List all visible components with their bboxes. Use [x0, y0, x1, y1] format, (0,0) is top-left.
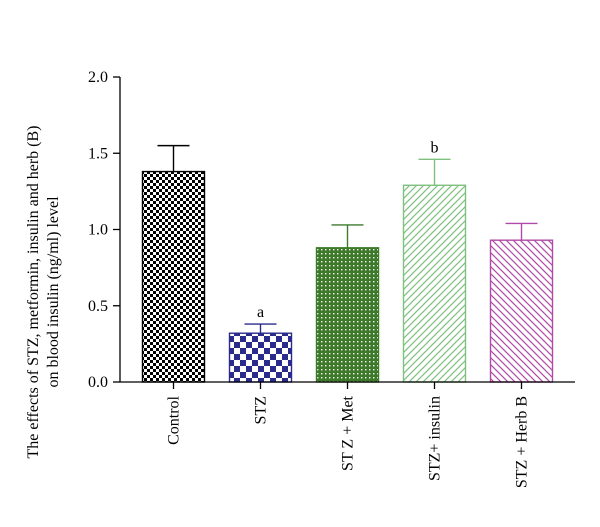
y-axis-label-line-1: The effects of STZ, metformin, insulin a… — [25, 126, 42, 459]
bar-group: b — [402, 139, 467, 383]
y-tick-label: 0.0 — [88, 374, 108, 391]
x-tick-label: ST Z + Met — [340, 395, 357, 471]
x-tick-label: Control — [166, 395, 183, 444]
x-tick-label: STZ + Herb B — [514, 396, 531, 488]
bar — [402, 184, 467, 383]
y-tick-label: 1.0 — [88, 222, 108, 239]
x-tick-label: STZ — [253, 396, 270, 424]
y-tick-label: 1.5 — [88, 145, 108, 162]
bar-group — [141, 144, 206, 383]
bar-group — [315, 224, 380, 383]
y-axis-label: The effects of STZ, metformin, insulin a… — [25, 126, 62, 459]
bar-group — [489, 222, 554, 383]
y-tick-label: 0.5 — [88, 298, 108, 315]
bar — [228, 332, 293, 383]
y-axis-label-line-2: on blood insulin (ng/ml) level — [45, 196, 62, 388]
bar — [489, 239, 554, 383]
bar — [315, 247, 380, 383]
significance-annotation: b — [431, 139, 439, 156]
bar — [141, 170, 206, 383]
x-tick-label: STZ+ insulin — [427, 396, 444, 481]
y-axis: 0.0 0.5 1.0 1.5 2.0 — [88, 69, 121, 391]
x-axis: Control STZ ST Z + Met STZ+ insulin STZ + He… — [120, 381, 575, 488]
significance-annotation: a — [257, 304, 264, 321]
bars: ab — [141, 139, 554, 383]
y-tick-label: 2.0 — [88, 69, 108, 86]
bar-group: a — [228, 304, 293, 383]
